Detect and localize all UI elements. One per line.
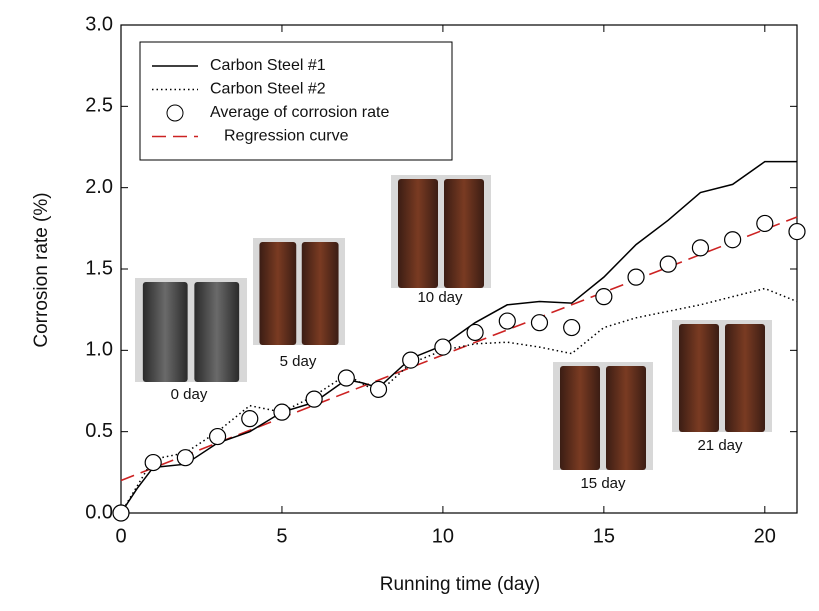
average-marker xyxy=(369,380,388,398)
average-marker xyxy=(241,410,259,428)
average-marker xyxy=(176,449,194,467)
photo-label: 15 day xyxy=(580,475,626,492)
average-marker xyxy=(724,231,742,249)
specimen xyxy=(194,282,240,382)
legend-box xyxy=(139,41,453,161)
x-tick-label: 0 xyxy=(115,525,126,547)
specimen xyxy=(142,282,188,382)
average-marker xyxy=(530,314,549,332)
y-tick-label: 2.5 xyxy=(85,95,113,117)
average-marker xyxy=(466,323,484,342)
average-marker xyxy=(498,312,516,330)
average-marker xyxy=(402,351,420,369)
average-marker xyxy=(595,288,613,306)
x-tick-label: 5 xyxy=(276,525,287,547)
average-marker xyxy=(788,222,806,241)
average-marker xyxy=(563,318,581,337)
x-tick-label: 15 xyxy=(593,525,615,547)
x-axis-label: Running time (day) xyxy=(380,574,541,595)
specimen xyxy=(398,179,438,288)
x-tick-label: 10 xyxy=(432,525,454,547)
legend-label: Carbon Steel #2 xyxy=(210,81,326,98)
legend-label: Regression curve xyxy=(224,128,349,145)
average-marker xyxy=(337,369,355,387)
legend-label: Carbon Steel #1 xyxy=(210,57,326,74)
series-line xyxy=(120,287,798,514)
average-marker xyxy=(434,338,452,356)
y-tick-label: 2.0 xyxy=(85,176,113,198)
photo-label: 21 day xyxy=(697,437,743,454)
average-marker xyxy=(691,239,710,257)
specimen xyxy=(725,324,765,432)
specimen xyxy=(301,242,339,345)
specimen xyxy=(259,242,297,345)
y-tick-label: 0.5 xyxy=(85,420,113,442)
photo-label: 10 day xyxy=(417,289,463,306)
legend-label: Average of corrosion rate xyxy=(210,104,389,121)
average-marker xyxy=(659,255,677,273)
average-marker xyxy=(627,268,645,286)
average-marker xyxy=(112,504,130,522)
regression-line xyxy=(120,216,798,482)
legend-marker xyxy=(166,104,184,122)
y-tick-label: 3.0 xyxy=(85,13,113,35)
y-tick-label: 1.5 xyxy=(85,257,113,279)
y-tick-label: 1.0 xyxy=(85,339,113,361)
average-marker xyxy=(756,214,774,233)
specimen xyxy=(606,366,646,470)
average-marker xyxy=(305,390,323,408)
average-marker xyxy=(208,427,227,446)
series-line xyxy=(120,160,797,514)
average-marker xyxy=(273,403,291,421)
specimen xyxy=(560,366,600,470)
average-marker xyxy=(144,453,162,472)
y-tick-label: 0.0 xyxy=(85,501,113,523)
specimen xyxy=(444,179,484,288)
specimen xyxy=(679,324,719,432)
x-tick-label: 20 xyxy=(754,525,776,547)
y-axis-label: Corrosion rate (%) xyxy=(31,192,52,347)
photo-label: 0 day xyxy=(171,386,208,403)
photo-label: 5 day xyxy=(280,353,317,370)
